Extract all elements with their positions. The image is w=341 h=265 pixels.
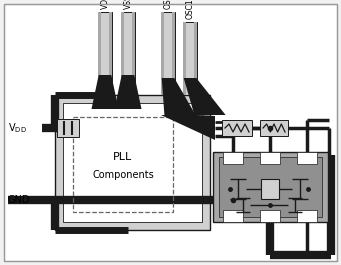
Text: VDDA: VDDA (101, 0, 109, 9)
Bar (98, 12, 112, 95)
Bar (223, 210, 243, 222)
Polygon shape (161, 115, 215, 140)
Polygon shape (184, 78, 226, 115)
Text: V$_{\rm DD}$: V$_{\rm DD}$ (8, 121, 27, 135)
Bar (73, 117, 173, 212)
Bar (223, 152, 243, 164)
Bar (183, 22, 186, 95)
Bar (183, 22, 197, 95)
Bar (121, 12, 135, 95)
Bar (121, 12, 123, 95)
Bar (260, 210, 280, 222)
Bar (133, 12, 135, 95)
Text: GND: GND (8, 195, 30, 205)
Bar (260, 120, 288, 136)
Text: Components: Components (92, 170, 154, 180)
Bar (63, 103, 202, 222)
Polygon shape (115, 75, 142, 109)
Bar (260, 152, 280, 164)
Polygon shape (162, 78, 196, 115)
Bar (161, 12, 164, 95)
Bar (297, 210, 317, 222)
Bar (55, 95, 210, 230)
Text: VSSA: VSSA (123, 0, 133, 9)
Bar (213, 152, 328, 222)
Bar (109, 12, 112, 95)
Bar (261, 179, 279, 199)
Bar (194, 22, 197, 95)
Bar (161, 12, 175, 95)
Polygon shape (91, 75, 119, 109)
Bar (57, 119, 79, 137)
Bar (222, 120, 252, 136)
Bar (219, 157, 322, 217)
Text: OSC2: OSC2 (163, 0, 173, 9)
Text: PLL: PLL (113, 152, 133, 162)
Bar (173, 12, 175, 95)
Bar (98, 12, 101, 95)
Text: OSC1: OSC1 (186, 0, 194, 19)
Bar (297, 152, 317, 164)
